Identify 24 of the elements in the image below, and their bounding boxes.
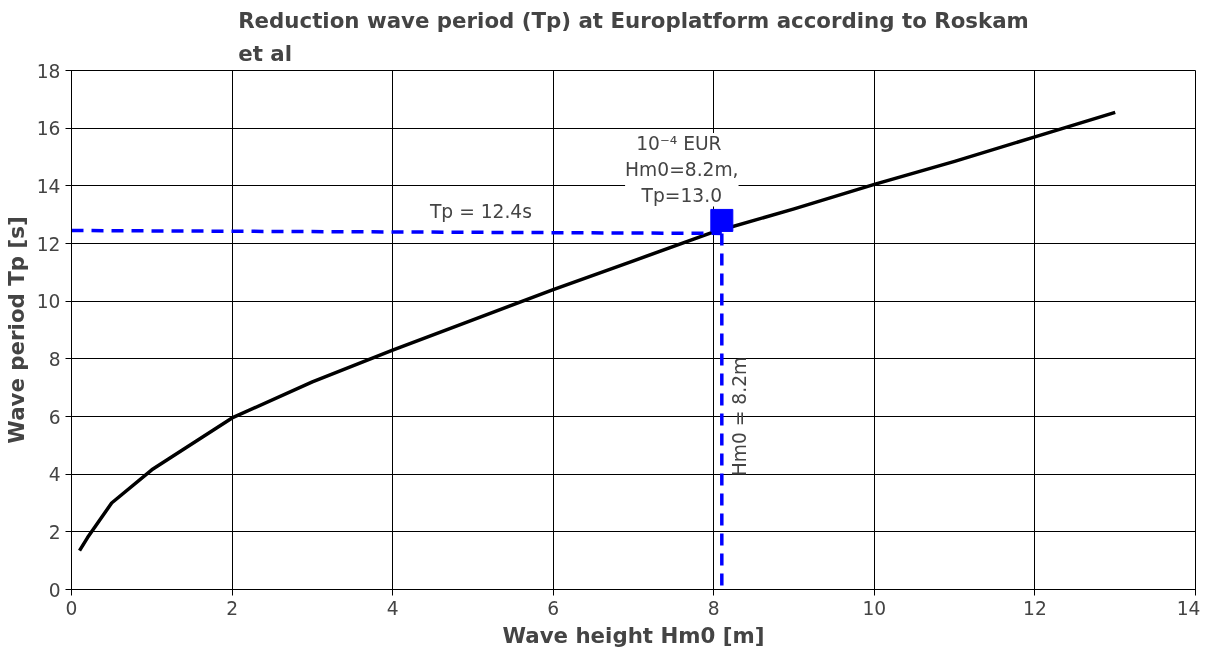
y-tick-label: 10 (36, 291, 61, 313)
chart-title: Reduction wave period (Tp) at Europlatform according to Roskam et al (238, 8, 1029, 66)
x-tick-label: 8 (707, 597, 720, 619)
y-tick-label: 2 (48, 521, 61, 543)
y-tick-label: 8 (48, 348, 61, 370)
x-tick-label: 12 (1023, 597, 1047, 619)
y-tick-label: 6 (48, 406, 61, 428)
annotation: Hm0 = 8.2m (729, 356, 751, 477)
x-tick-label: 4 (386, 597, 399, 619)
x-tick-label: 10 (862, 597, 887, 619)
x-axis-title: Wave height Hm0 [m] (502, 622, 765, 648)
y-tick-label: 18 (36, 60, 61, 82)
annotation: Tp = 12.4s (428, 200, 532, 222)
x-tick-label: 14 (1176, 597, 1201, 619)
x-tick-label: 0 (65, 597, 78, 619)
y-tick-label: 0 (48, 579, 61, 601)
x-tick-label: 6 (547, 597, 560, 619)
y-tick-label: 16 (36, 118, 61, 140)
y-tick-label: 4 (48, 464, 61, 486)
y-tick-label: 12 (36, 233, 61, 255)
y-tick-label: 14 (36, 175, 61, 197)
x-tick-label: 2 (226, 597, 239, 619)
y-axis-title: Wave period Tp [s] (3, 216, 29, 444)
annotation: 10⁻⁴ EUR Hm0=8.2m, Tp=13.0 (625, 132, 739, 207)
